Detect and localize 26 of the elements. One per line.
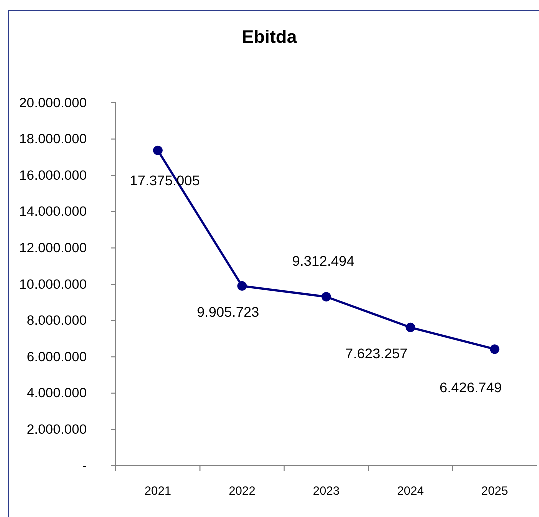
x-tick-label: 2025	[482, 484, 509, 498]
point	[153, 146, 163, 156]
y-tick-label: 8.000.000	[26, 313, 87, 328]
y-tick-label: 2.000.000	[26, 422, 87, 438]
point	[406, 322, 416, 332]
y-tick-label: 16.000.000	[19, 168, 87, 183]
x-tick-label: 2024	[397, 484, 424, 498]
x-tick-label: 2021	[144, 484, 172, 498]
y-tick-label: 10.000.000	[19, 276, 87, 292]
data-label: 6.426.749	[440, 379, 502, 396]
data-label: 9.905.723	[197, 304, 260, 320]
y-tick-label: 20.000.000	[19, 95, 87, 110]
y-tick-label: 18.000.000	[19, 132, 87, 147]
x-tick-label: 2023	[313, 484, 340, 498]
data-label: 7.623.257	[346, 346, 408, 362]
chart-title: Ebitda	[242, 27, 298, 47]
y-tick-label: 14.000.000	[19, 204, 87, 220]
x-tick-label: 2022	[228, 484, 256, 498]
y-tick-label: 12.000.000	[19, 240, 87, 256]
y-tick-label: 6.000.000	[26, 349, 87, 364]
y-tick-label: -	[82, 458, 87, 474]
point	[238, 281, 248, 291]
data-label: 9.312.494	[292, 252, 355, 269]
point	[490, 344, 500, 354]
point	[322, 292, 332, 302]
y-tick-label: 4.000.000	[26, 386, 87, 401]
